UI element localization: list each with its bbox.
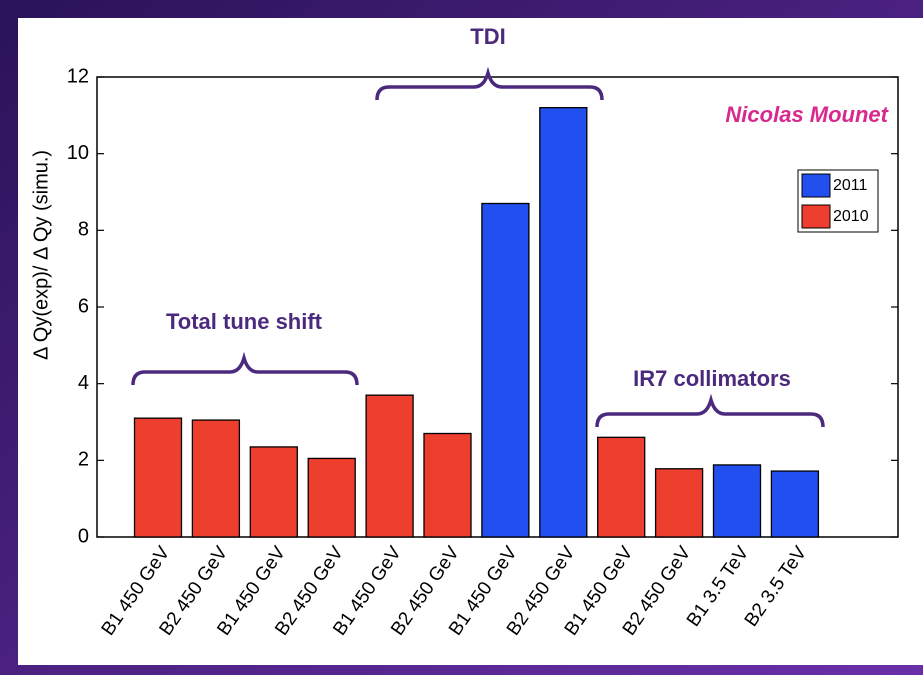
- legend-swatch: [801, 173, 831, 198]
- bar: [770, 470, 820, 538]
- bar: [481, 202, 530, 538]
- y-tick-label: 12: [67, 65, 89, 87]
- panel: [18, 18, 923, 665]
- y-tick-label: 0: [78, 525, 89, 547]
- bar: [539, 107, 588, 538]
- bar: [307, 457, 356, 538]
- brace: [595, 393, 825, 428]
- annotation: IR7 collimators: [633, 366, 791, 391]
- y-tick-label: 4: [78, 372, 89, 394]
- legend-label: 2010: [833, 208, 869, 225]
- y-tick-label: 8: [78, 219, 89, 241]
- y-axis-label: Δ Qy(exp)/ Δ Qy (simu.): [30, 150, 52, 360]
- y-tick-label: 2: [78, 449, 89, 471]
- annotation: Total tune shift: [166, 309, 323, 334]
- annotation: Nicolas Mounet: [725, 102, 889, 127]
- bar: [133, 417, 183, 538]
- y-tick-label: 6: [78, 295, 89, 317]
- bar: [597, 436, 646, 538]
- bar: [365, 394, 414, 538]
- legend-swatch: [801, 204, 831, 229]
- annotation: TDI: [470, 24, 505, 49]
- bar: [712, 464, 762, 538]
- bar: [423, 432, 472, 538]
- bar: [654, 468, 704, 538]
- y-tick-label: 10: [67, 142, 89, 164]
- brace: [131, 351, 359, 386]
- bar: [191, 419, 241, 538]
- brace: [375, 66, 604, 101]
- legend-label: 2011: [833, 177, 868, 194]
- bar: [249, 446, 298, 538]
